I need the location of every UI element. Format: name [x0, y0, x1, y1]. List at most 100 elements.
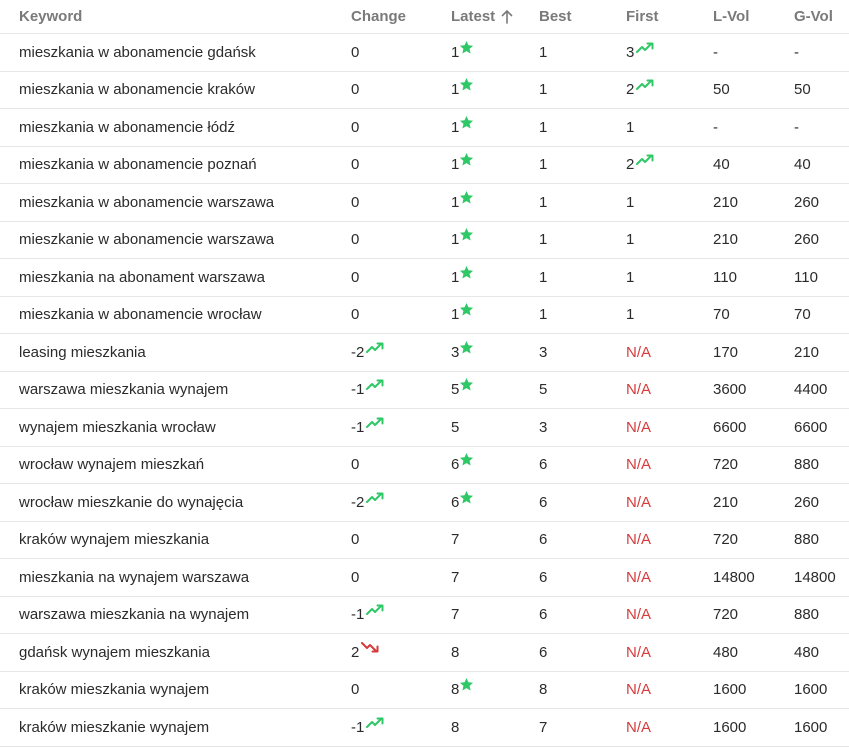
first-cell: N/A	[626, 409, 651, 446]
change-cell-value: 0	[351, 193, 360, 211]
first-cell: 1	[626, 297, 634, 334]
gvol-cell-value: 6600	[794, 418, 828, 436]
table-row[interactable]: mieszkania w abonamencie warszawa 0 1 1 1 210…	[0, 184, 849, 222]
column-header-keyword[interactable]: Keyword	[19, 8, 83, 25]
change-cell-value: -1	[351, 606, 365, 624]
table-row[interactable]: gdańsk wynajem mieszkania 2 8 6 N/A 480 480	[0, 634, 849, 672]
table-row[interactable]: mieszkania w abonamencie gdańsk 0 1 1 3 - -	[0, 34, 849, 72]
change-cell: -2	[351, 334, 384, 371]
first-cell-value: N/A	[626, 643, 652, 661]
change-cell: 0	[351, 147, 359, 184]
keyword-cell-value: wrocław mieszkanie do wynajęcia	[19, 493, 244, 511]
first-cell-value: N/A	[626, 606, 652, 624]
latest-cell-value: 5	[451, 418, 460, 436]
table-body: mieszkania w abonamencie gdańsk 0 1 1 3- - mie…	[0, 34, 849, 747]
lvol-cell: 210	[713, 184, 738, 221]
change-cell: 0	[351, 34, 359, 71]
table-row[interactable]: kraków mieszkania wynajem 0 8 8 N/A 1600 1600	[0, 672, 849, 709]
latest-cell: 3	[451, 334, 474, 371]
star-icon	[459, 152, 474, 167]
table-row[interactable]: leasing mieszkania -2 3 3 N/A 170 210	[0, 334, 849, 372]
lvol-cell-value: -	[713, 43, 718, 61]
table-row[interactable]: mieszkanie w abonamencie warszawa 0 1 1 1 210…	[0, 222, 849, 259]
table-row[interactable]: wrocław wynajem mieszkań 0 6 6 N/A 720 880	[0, 447, 849, 484]
lvol-cell: 14800	[713, 559, 755, 596]
best-cell-value: 8	[539, 681, 548, 699]
star-icon	[459, 40, 474, 55]
lvol-cell: 170	[713, 334, 738, 371]
star-icon	[459, 115, 474, 130]
first-cell-value: 1	[626, 268, 635, 286]
table-row[interactable]: wynajem mieszkania wrocław -1 5 3 N/A 6600 660…	[0, 409, 849, 447]
latest-cell: 5	[451, 409, 459, 446]
best-cell-value: 6	[539, 531, 548, 549]
column-header-gvol[interactable]: G-Vol	[794, 8, 833, 25]
first-cell-value: N/A	[626, 343, 652, 361]
table-row[interactable]: mieszkania na wynajem warszawa 0 7 6 N/A 1480…	[0, 559, 849, 597]
gvol-cell: 1600	[794, 672, 827, 709]
gvol-cell-value: 110	[794, 268, 818, 286]
gvol-cell-value: 210	[794, 343, 820, 361]
table-row[interactable]: warszawa mieszkania wynajem -1 5 5 N/A 3600 44…	[0, 372, 849, 409]
trend-up-icon	[366, 417, 384, 428]
change-cell: -1	[351, 372, 384, 409]
gvol-cell: 14800	[794, 559, 836, 596]
table-row[interactable]: mieszkania w abonamencie kraków 0 1 1 2 50 50	[0, 72, 849, 109]
gvol-cell-value: 880	[794, 456, 820, 474]
latest-cell-value: 8	[451, 718, 460, 736]
keyword-cell: wynajem mieszkania wrocław	[19, 409, 216, 446]
keyword-cell: wrocław mieszkanie do wynajęcia	[19, 484, 243, 521]
latest-cell: 7	[451, 559, 459, 596]
latest-cell-value: 1	[451, 81, 460, 99]
gvol-cell: -	[794, 109, 799, 146]
best-cell-value: 1	[539, 193, 548, 211]
column-header-change[interactable]: Change	[351, 8, 407, 25]
column-header-lvol[interactable]: L-Vol	[713, 8, 750, 25]
table-row[interactable]: mieszkania na abonament warszawa 0 1 1 1 110 1…	[0, 259, 849, 297]
arrow-up-icon[interactable]	[501, 9, 513, 24]
best-cell: 6	[539, 447, 547, 484]
latest-cell: 6	[451, 447, 474, 484]
first-cell-value: N/A	[626, 531, 652, 549]
first-cell: N/A	[626, 522, 651, 559]
lvol-cell: 70	[713, 297, 730, 334]
table-row[interactable]: kraków mieszkanie wynajem -1 8 7 N/A 1600 1600	[0, 709, 849, 747]
lvol-cell: 50	[713, 72, 730, 109]
lvol-cell: 720	[713, 447, 738, 484]
gvol-cell: 110	[794, 259, 818, 296]
table-row[interactable]: kraków wynajem mieszkania 0 7 6 N/A 720 880	[0, 522, 849, 559]
latest-cell: 1	[451, 147, 474, 184]
first-cell-value: N/A	[626, 718, 652, 736]
trend-up-icon	[366, 342, 384, 353]
change-cell: 0	[351, 672, 359, 709]
table-row[interactable]: mieszkania w abonamencie poznań 0 1 1 2 40 40	[0, 147, 849, 184]
first-cell-value: N/A	[626, 381, 652, 399]
keyword-cell: gdańsk wynajem mieszkania	[19, 634, 210, 671]
column-header-best[interactable]: Best	[539, 8, 572, 25]
change-cell-value: 0	[351, 268, 360, 286]
best-cell-value: 3	[539, 418, 548, 436]
lvol-cell-value: 720	[713, 606, 739, 624]
column-header-latest[interactable]: Latest	[451, 0, 513, 33]
first-cell: 1	[626, 109, 634, 146]
table-row[interactable]: warszawa mieszkania na wynajem -1 7 6 N/A 720…	[0, 597, 849, 634]
first-cell-value: 2	[626, 81, 635, 99]
best-cell: 1	[539, 259, 547, 296]
latest-cell-value: 1	[451, 43, 460, 61]
best-cell-value: 5	[539, 381, 548, 399]
star-icon	[459, 490, 474, 505]
column-header-first[interactable]: First	[626, 8, 659, 25]
table-row[interactable]: wrocław mieszkanie do wynajęcia -2 6 6 N/A 21…	[0, 484, 849, 522]
best-cell-value: 1	[539, 81, 548, 99]
table-row[interactable]: mieszkania w abonamencie wrocław 0 1 1 1 70 70	[0, 297, 849, 334]
gvol-cell: 880	[794, 522, 819, 559]
latest-cell-value: 1	[451, 193, 460, 211]
best-cell: 6	[539, 522, 547, 559]
latest-cell: 1	[451, 222, 474, 259]
first-cell-value: N/A	[626, 456, 652, 474]
latest-cell: 8	[451, 709, 459, 746]
table-row[interactable]: mieszkania w abonamencie łódź 0 1 1 1 - -	[0, 109, 849, 147]
change-cell-value: 0	[351, 231, 360, 249]
gvol-cell-value: 4400	[794, 381, 828, 399]
gvol-cell: 1600	[794, 709, 827, 746]
